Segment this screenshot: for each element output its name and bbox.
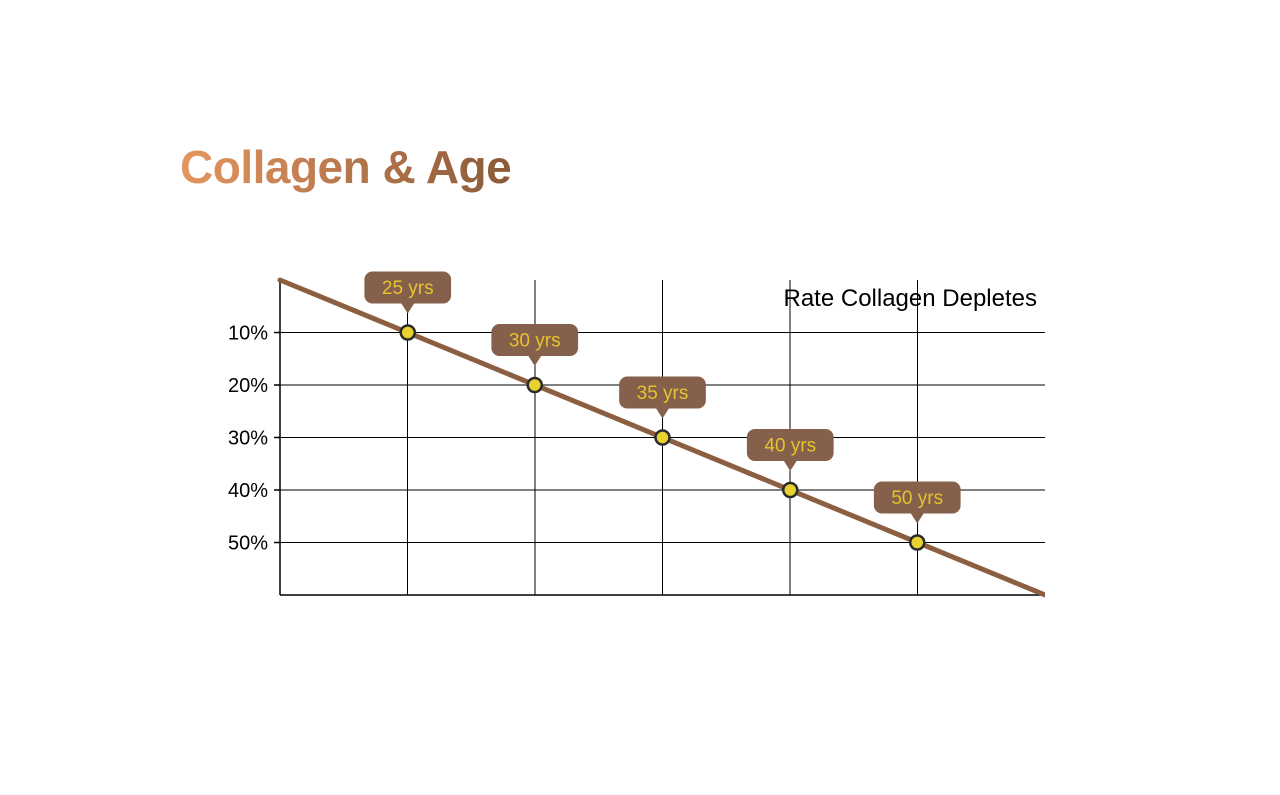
pill-arrow <box>656 408 670 419</box>
data-point: 35 yrs <box>619 377 706 445</box>
pill-arrow <box>783 460 797 471</box>
data-point: 50 yrs <box>874 482 961 550</box>
collagen-age-chart: 10% 20% 30% 40% 50% Rate Collagen Depletes 25 … <box>225 250 1045 610</box>
y-tick-label: 10% <box>228 323 268 345</box>
pill-label: 35 yrs <box>637 383 689 404</box>
pill-label: 50 yrs <box>891 488 943 509</box>
marker-icon <box>656 431 670 445</box>
pill-arrow <box>528 355 542 366</box>
data-point: 25 yrs <box>364 272 451 340</box>
pill-arrow <box>401 303 415 314</box>
y-tick-label: 40% <box>228 480 268 502</box>
marker-icon <box>528 378 542 392</box>
pill-label: 25 yrs <box>382 278 434 299</box>
y-tick-label: 50% <box>228 533 268 555</box>
pill-label: 40 yrs <box>764 436 816 457</box>
y-tick-label: 20% <box>228 375 268 397</box>
data-point: 30 yrs <box>491 324 578 392</box>
page-title: Collagen & Age <box>180 140 511 194</box>
y-tick-label: 30% <box>228 428 268 450</box>
chart-subtitle: Rate Collagen Depletes <box>784 285 1038 312</box>
data-point: 40 yrs <box>747 429 834 497</box>
marker-icon <box>783 483 797 497</box>
marker-icon <box>401 326 415 340</box>
marker-icon <box>910 536 924 550</box>
pill-label: 30 yrs <box>509 331 561 352</box>
pill-arrow <box>910 513 924 524</box>
